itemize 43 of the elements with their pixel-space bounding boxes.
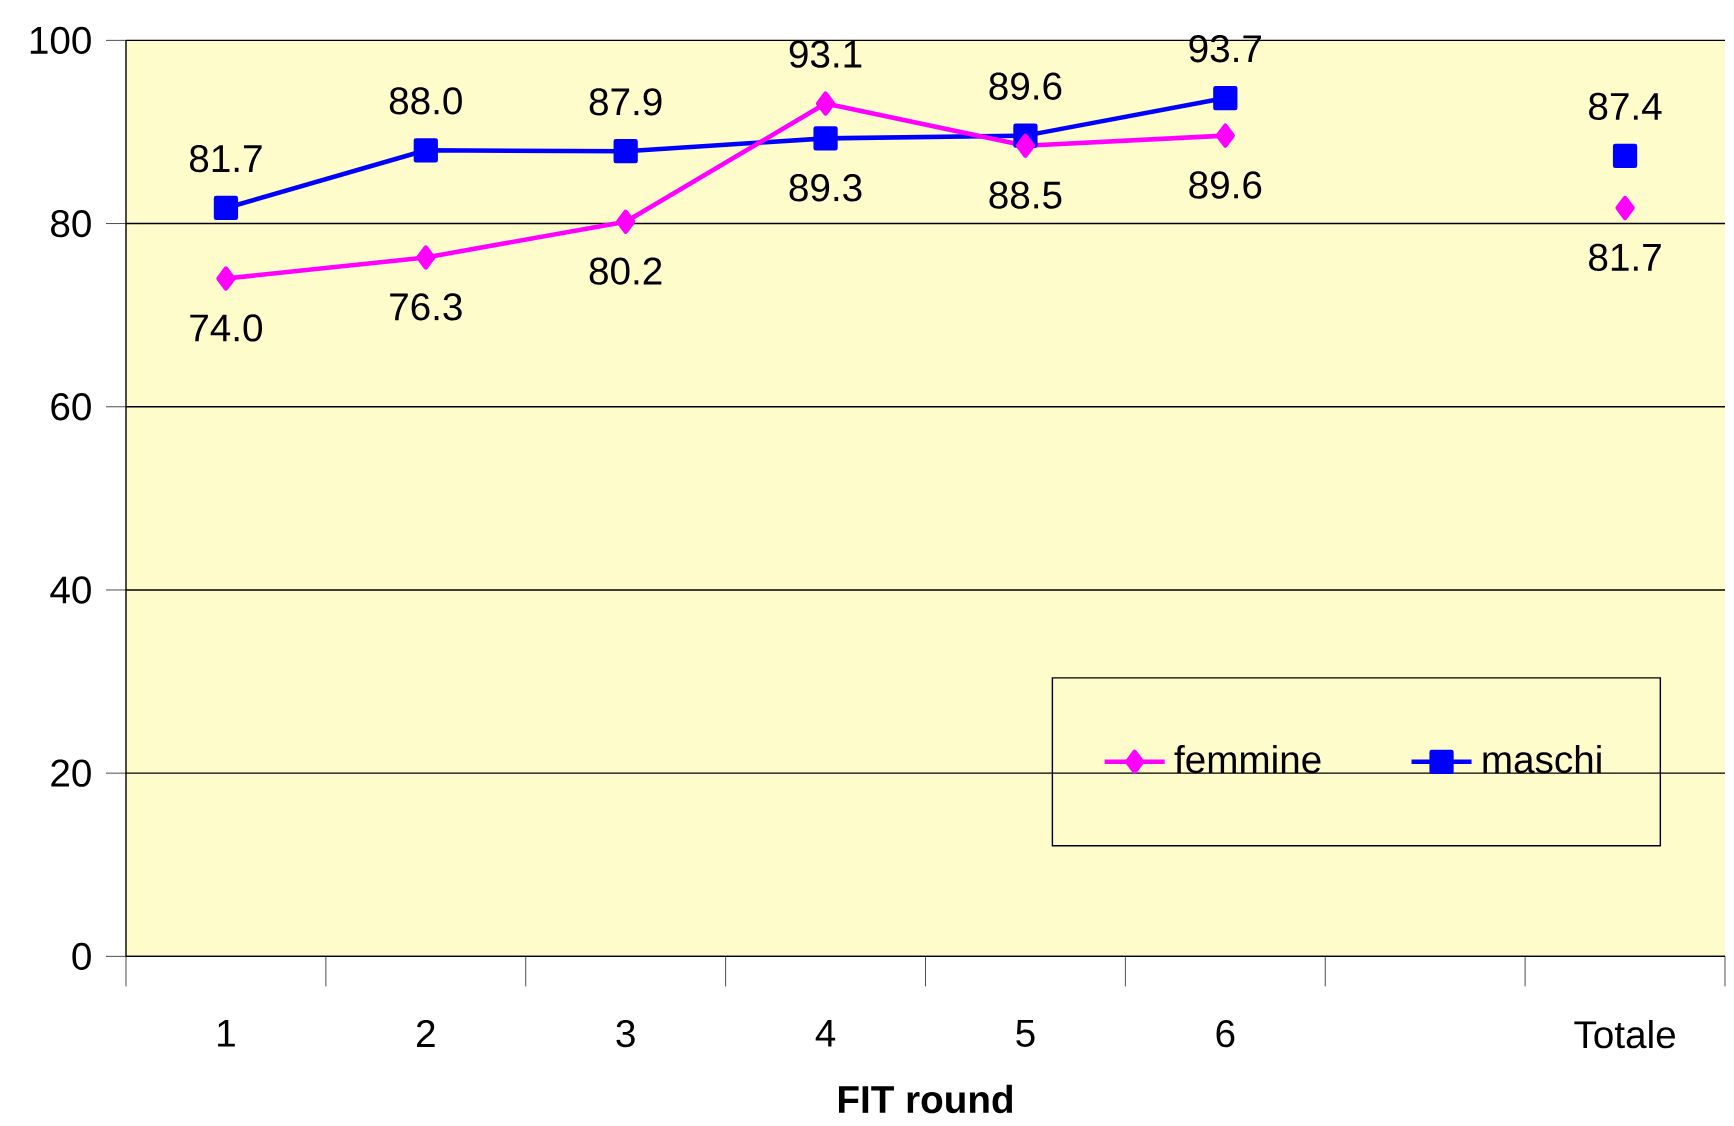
y-tick-label: 100 — [30, 26, 91, 55]
point — [213, 195, 239, 221]
data-label: 80.2 — [589, 257, 662, 285]
y-tick-label: 20 — [51, 759, 91, 787]
data-label: 81.7 — [1589, 243, 1661, 272]
point — [1612, 143, 1638, 168]
point — [413, 138, 438, 163]
y-tick-label: 60 — [51, 393, 91, 421]
point — [815, 91, 836, 116]
data-label: 87.9 — [589, 88, 662, 116]
point — [813, 126, 838, 151]
y-tick-label: 40 — [50, 576, 91, 604]
y-tick-label: 80 — [51, 209, 91, 238]
point — [1213, 85, 1238, 111]
legend-label: maschi — [1483, 744, 1601, 774]
point — [216, 266, 236, 291]
data-label: 89.3 — [789, 174, 862, 202]
data-label: 87.4 — [1589, 92, 1662, 121]
data-label: 89.6 — [989, 72, 1062, 100]
point — [616, 209, 636, 234]
data-label: 89.6 — [1189, 171, 1262, 199]
x-tick-label: Totale — [1574, 1019, 1675, 1049]
x-tick-label: 2 — [416, 1019, 435, 1047]
x-tick-label: 3 — [616, 1019, 635, 1048]
data-label: 88.5 — [989, 181, 1062, 209]
data-label: 88.0 — [389, 87, 462, 115]
x-tick-label: 4 — [815, 1019, 836, 1047]
point — [416, 245, 436, 270]
data-label: 81.7 — [189, 144, 262, 173]
point — [613, 139, 638, 164]
data-label: 76.3 — [390, 293, 462, 321]
point — [1615, 195, 1635, 221]
data-label: 93.7 — [1189, 34, 1261, 63]
x-tick-label: 1 — [218, 1019, 235, 1047]
x-tick-label: 5 — [1016, 1019, 1035, 1047]
y-tick-label: 0 — [72, 942, 91, 971]
x-axis-title: FIT round — [838, 1084, 1013, 1114]
x-tick-label: 6 — [1216, 1019, 1235, 1048]
legend-label: femmine — [1174, 744, 1321, 774]
data-label: 93.1 — [789, 40, 862, 68]
data-label: 74.0 — [190, 314, 263, 342]
point — [1015, 133, 1036, 158]
point — [1215, 123, 1235, 148]
